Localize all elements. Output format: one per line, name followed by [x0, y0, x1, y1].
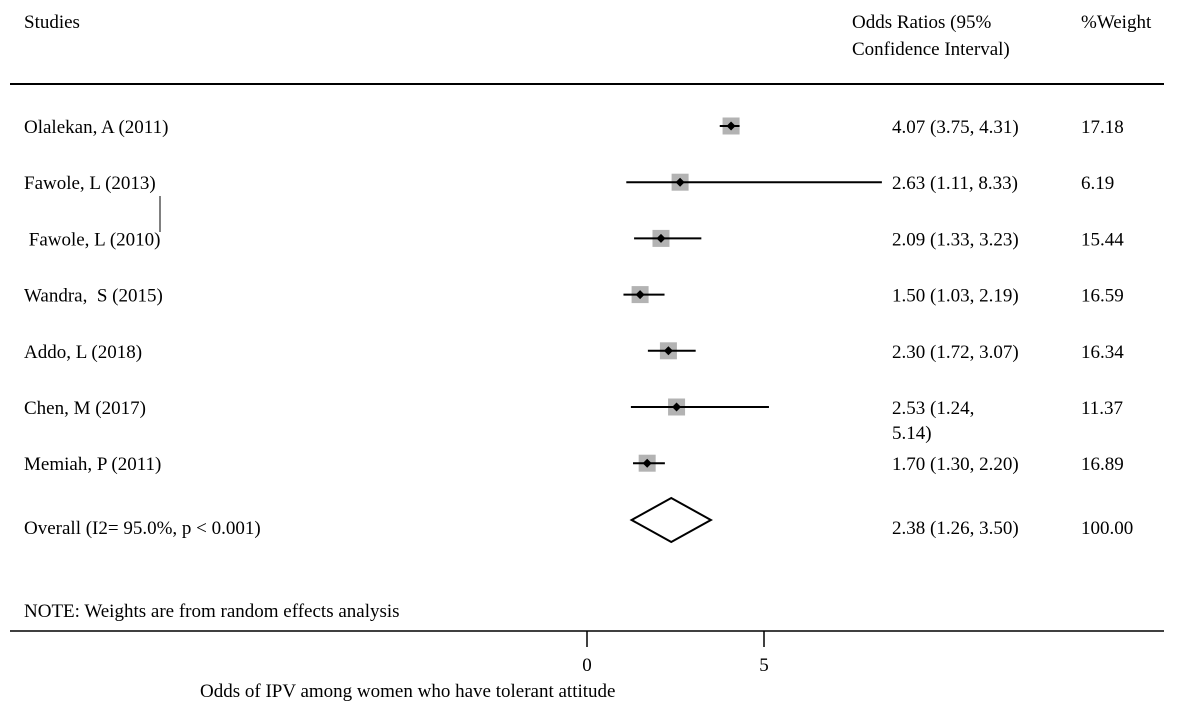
study-ci-text: 2.09 (1.33, 3.23) — [892, 229, 1019, 250]
study-weight: 11.37 — [1081, 398, 1123, 419]
point-estimate — [663, 346, 673, 356]
x-tick-label: 5 — [759, 655, 769, 676]
study-weight: 6.19 — [1081, 173, 1114, 194]
study-weight: 15.44 — [1081, 229, 1124, 250]
study-weight: 16.89 — [1081, 454, 1124, 475]
study-weight: 16.59 — [1081, 286, 1124, 307]
point-estimate — [675, 177, 685, 187]
study-weight: 16.34 — [1081, 342, 1124, 363]
study-label: Olalekan, A (2011) — [24, 117, 168, 138]
study-weight: 17.18 — [1081, 117, 1124, 138]
study-label: Fawole, L (2013) — [24, 173, 156, 194]
study-ci-text: 2.63 (1.11, 8.33) — [892, 173, 1018, 194]
header-ci-line1: Odds Ratios (95% — [852, 12, 992, 33]
overall-ci: 2.38 (1.26, 3.50) — [892, 518, 1019, 539]
study-ci-text: 2.53 (1.24, — [892, 398, 974, 419]
study-label: Chen, M (2017) — [24, 398, 146, 419]
x-tick-label: 0 — [582, 655, 592, 676]
study-ci-text: 1.50 (1.03, 2.19) — [892, 286, 1019, 307]
x-axis-label: Odds of IPV among women who have toleran… — [200, 681, 615, 702]
point-estimate — [635, 290, 645, 300]
header-weight: %Weight — [1081, 12, 1152, 33]
note-text: NOTE: Weights are from random effects an… — [24, 601, 400, 622]
study-marks — [623, 117, 882, 472]
point-estimate — [642, 458, 652, 468]
overall-label: Overall (I2= 95.0%, p < 0.001) — [24, 518, 261, 539]
overall-diamond — [629, 496, 713, 544]
study-label: Fawole, L (2010) — [24, 229, 161, 250]
point-estimate — [726, 121, 736, 131]
study-ci-text: 4.07 (3.75, 4.31) — [892, 117, 1019, 138]
overall-weight: 100.00 — [1081, 518, 1133, 539]
header-ci-line2: Confidence Interval) — [852, 39, 1010, 60]
study-ci-text: 2.30 (1.72, 3.07) — [892, 342, 1019, 363]
study-ci-text-wrap: 5.14) — [892, 423, 932, 444]
study-ci-text: 1.70 (1.30, 2.20) — [892, 454, 1019, 475]
header-studies: Studies — [24, 12, 80, 33]
study-label: Addo, L (2018) — [24, 342, 142, 363]
point-estimate — [656, 233, 666, 243]
study-rows: Olalekan, A (2011) 4.07 (3.75, 4.31) 17.18… — [24, 117, 1124, 475]
study-label: Memiah, P (2011) — [24, 454, 161, 475]
study-label: Wandra, S (2015) — [24, 286, 163, 307]
point-estimate — [672, 402, 682, 412]
